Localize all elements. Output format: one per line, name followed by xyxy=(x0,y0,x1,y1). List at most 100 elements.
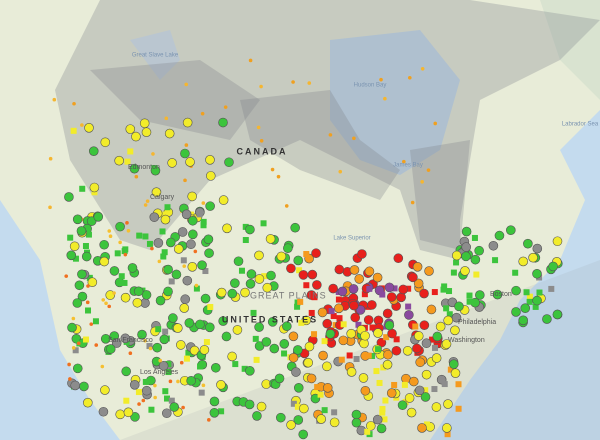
monitor-marker[interactable] xyxy=(200,222,207,229)
monitor-marker[interactable] xyxy=(336,315,343,322)
monitor-marker[interactable] xyxy=(532,295,542,306)
monitor-marker[interactable] xyxy=(67,234,74,241)
fire-marker[interactable] xyxy=(256,125,261,130)
monitor-marker[interactable] xyxy=(360,385,371,396)
fire-marker[interactable] xyxy=(164,116,169,121)
monitor-marker[interactable] xyxy=(114,155,124,166)
monitor-marker[interactable] xyxy=(380,364,387,371)
monitor-marker[interactable] xyxy=(404,310,414,320)
monitor-marker[interactable] xyxy=(288,331,299,342)
monitor-marker[interactable] xyxy=(197,363,204,370)
monitor-marker[interactable] xyxy=(443,305,450,312)
monitor-marker[interactable] xyxy=(492,257,499,264)
monitor-marker[interactable] xyxy=(383,334,390,341)
monitor-marker[interactable] xyxy=(155,326,162,333)
monitor-marker[interactable] xyxy=(454,301,464,312)
monitor-marker[interactable] xyxy=(365,421,376,431)
monitor-marker[interactable] xyxy=(83,336,90,343)
monitor-marker[interactable] xyxy=(372,414,383,425)
monitor-marker[interactable] xyxy=(187,215,198,226)
monitor-marker[interactable] xyxy=(100,385,110,395)
monitor-marker[interactable] xyxy=(471,234,478,241)
monitor-marker[interactable] xyxy=(195,319,205,330)
monitor-marker[interactable] xyxy=(232,361,239,368)
monitor-marker[interactable] xyxy=(361,291,368,298)
monitor-marker[interactable] xyxy=(109,266,120,276)
monitor-marker[interactable] xyxy=(254,322,264,332)
monitor-marker[interactable] xyxy=(414,385,425,396)
monitor-marker[interactable] xyxy=(470,254,481,265)
monitor-marker[interactable] xyxy=(412,323,419,330)
fire-marker[interactable] xyxy=(89,322,94,326)
monitor-marker[interactable] xyxy=(402,346,413,356)
monitor-marker[interactable] xyxy=(185,157,195,167)
monitor-marker[interactable] xyxy=(88,146,99,156)
fire-marker[interactable] xyxy=(100,364,105,369)
monitor-marker[interactable] xyxy=(218,195,229,205)
fire-marker[interactable] xyxy=(259,138,264,143)
monitor-marker[interactable] xyxy=(441,381,448,388)
monitor-marker[interactable] xyxy=(449,359,459,369)
fire-marker[interactable] xyxy=(123,252,128,257)
monitor-marker[interactable] xyxy=(168,313,178,323)
fire-marker[interactable] xyxy=(193,249,198,254)
monitor-marker[interactable] xyxy=(506,225,516,235)
monitor-marker[interactable] xyxy=(198,389,205,396)
monitor-marker[interactable] xyxy=(398,284,408,295)
monitor-marker[interactable] xyxy=(218,316,228,326)
monitor-marker[interactable] xyxy=(161,408,172,419)
monitor-marker[interactable] xyxy=(528,252,538,263)
monitor-marker[interactable] xyxy=(276,251,287,262)
monitor-marker[interactable] xyxy=(67,322,77,333)
monitor-marker[interactable] xyxy=(296,267,303,274)
monitor-marker[interactable] xyxy=(443,399,453,409)
monitor-marker[interactable] xyxy=(135,389,142,396)
monitor-marker[interactable] xyxy=(450,269,457,276)
fire-marker[interactable] xyxy=(207,418,211,422)
monitor-marker[interactable] xyxy=(176,340,186,350)
monitor-marker[interactable] xyxy=(121,366,131,377)
fire-marker[interactable] xyxy=(85,300,90,305)
fire-marker[interactable] xyxy=(48,205,52,210)
monitor-marker[interactable] xyxy=(164,128,175,139)
monitor-marker[interactable] xyxy=(461,251,471,262)
monitor-marker[interactable] xyxy=(131,131,141,142)
monitor-marker[interactable] xyxy=(512,269,519,276)
monitor-marker[interactable] xyxy=(421,369,432,380)
monitor-marker[interactable] xyxy=(203,339,210,346)
monitor-marker[interactable] xyxy=(364,428,371,435)
monitor-marker[interactable] xyxy=(158,361,169,371)
monitor-marker[interactable] xyxy=(442,423,452,433)
monitor-marker[interactable] xyxy=(393,336,400,343)
monitor-marker[interactable] xyxy=(523,238,533,249)
monitor-marker[interactable] xyxy=(83,397,93,408)
monitor-marker[interactable] xyxy=(474,245,484,256)
monitor-marker[interactable] xyxy=(431,402,442,412)
monitor-marker[interactable] xyxy=(340,321,347,328)
monitor-marker[interactable] xyxy=(123,407,134,418)
monitor-marker[interactable] xyxy=(245,366,255,376)
monitor-marker[interactable] xyxy=(351,417,362,428)
monitor-marker[interactable] xyxy=(69,241,80,252)
monitor-marker[interactable] xyxy=(337,286,348,297)
monitor-marker[interactable] xyxy=(168,278,175,285)
monitor-marker[interactable] xyxy=(123,397,130,404)
fire-marker[interactable] xyxy=(143,203,148,207)
monitor-marker[interactable] xyxy=(141,127,152,138)
monitor-marker[interactable] xyxy=(511,307,521,317)
monitor-marker[interactable] xyxy=(141,385,152,396)
monitor-marker[interactable] xyxy=(256,401,267,412)
monitor-marker[interactable] xyxy=(216,287,227,298)
fire-marker[interactable] xyxy=(141,398,146,403)
fire-marker[interactable] xyxy=(379,77,383,82)
fire-marker[interactable] xyxy=(86,284,90,288)
monitor-marker[interactable] xyxy=(173,323,183,333)
monitor-marker[interactable] xyxy=(121,248,128,255)
fire-marker[interactable] xyxy=(158,358,163,363)
monitor-marker[interactable] xyxy=(322,383,333,393)
monitor-marker[interactable] xyxy=(364,266,375,277)
monitor-marker[interactable] xyxy=(193,285,200,292)
monitor-marker[interactable] xyxy=(121,279,128,286)
monitor-marker[interactable] xyxy=(492,289,503,300)
monitor-marker[interactable] xyxy=(322,361,332,372)
